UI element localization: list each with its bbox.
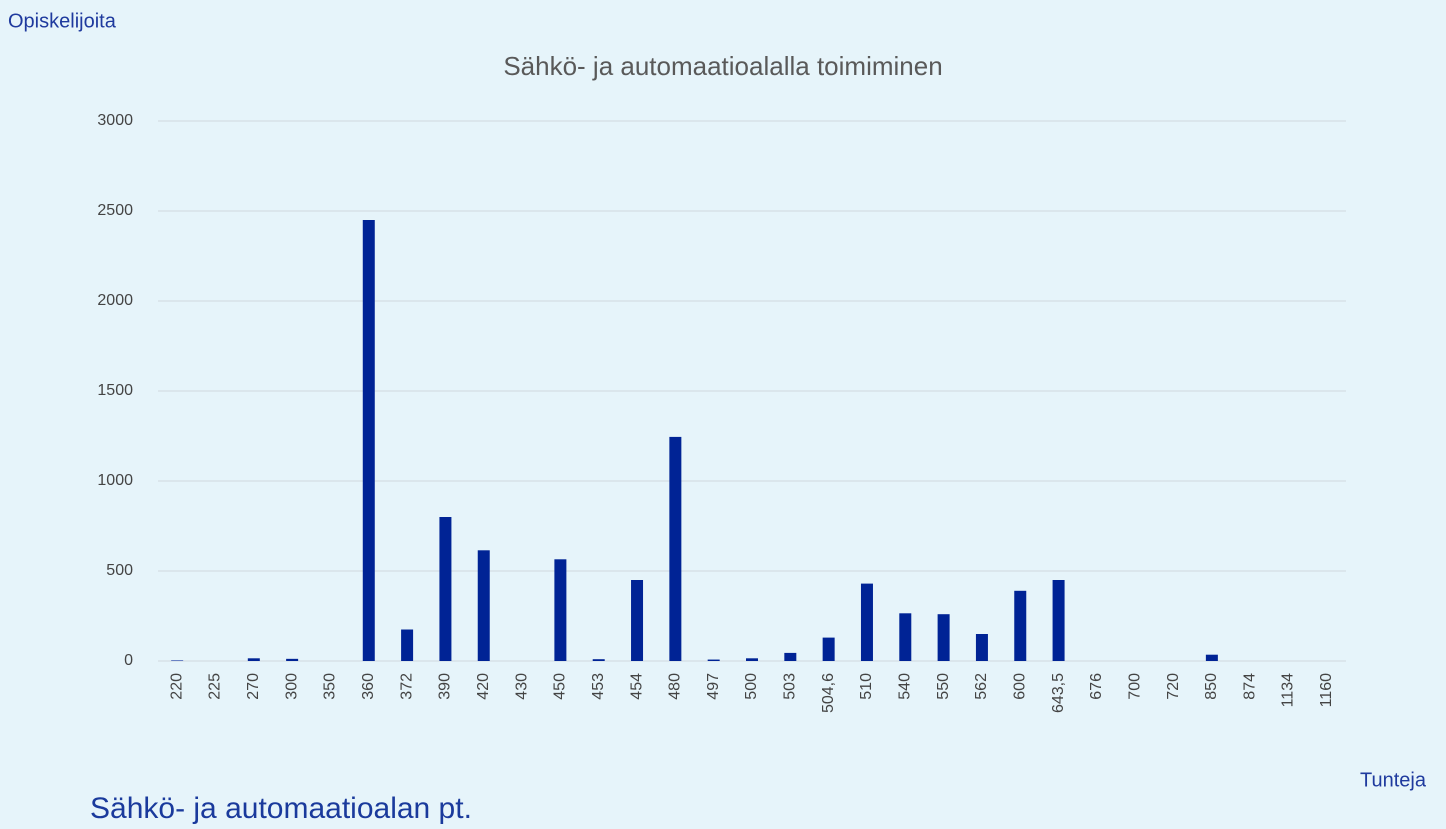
bar [592,659,605,661]
bar [1052,580,1065,661]
x-tick-label: 372 [398,673,415,700]
bar [822,637,835,661]
x-tick-label: 874 [1241,673,1258,700]
bar [554,559,567,661]
bar [401,629,414,661]
y-tick-label: 500 [106,562,133,579]
y-tick-label: 0 [124,652,133,669]
y-tick-label: 2500 [97,202,133,219]
y-tick-label: 1000 [97,472,133,489]
x-tick-label: 503 [782,673,799,700]
bar [707,659,720,661]
bar [784,652,797,661]
bar [171,660,184,661]
x-tick-label: 350 [322,673,339,700]
bar [477,550,490,661]
x-tick-label: 540 [897,673,914,700]
y-axis-label: Opiskelijoita [8,10,117,32]
x-tick-label: 430 [513,673,530,700]
x-tick-label: 1160 [1318,673,1335,708]
x-tick-label: 454 [628,673,645,700]
x-tick-label: 220 [168,673,185,700]
bar [439,517,452,661]
footer: Sähkö- ja automaatioalan pt. [90,792,472,825]
x-axis-label: Tunteja [1360,769,1427,791]
bar [669,436,682,661]
bar [631,580,644,661]
x-tick-label: 562 [973,673,990,700]
bar [746,658,758,661]
bar [860,583,873,661]
x-tick-label: 510 [858,673,875,700]
x-tick-label: 300 [283,673,300,700]
x-tick-label: 550 [935,673,952,700]
x-tick-label: 225 [207,673,224,700]
x-tick-label: 420 [475,673,492,700]
x-tick-label: 497 [705,673,722,700]
bar [899,613,912,661]
x-tick-label: 504,6 [820,673,837,713]
bar [286,658,299,661]
x-tick-label: 676 [1088,673,1105,700]
x-tick-label: 720 [1165,673,1182,700]
y-tick-label: 2000 [97,292,133,309]
chart-title: Sähkö- ja automaatioalalla toimiminen [503,51,942,81]
x-tick-label: 270 [245,673,262,700]
x-tick-label: 1134 [1280,673,1297,708]
bar [975,634,988,661]
x-tick-label: 500 [743,673,760,700]
x-tick-label: 700 [1126,673,1143,700]
x-tick-label: 643,5 [1050,673,1067,713]
y-tick-label: 1500 [97,382,133,399]
bar [362,220,375,661]
x-tick-label: 453 [590,673,607,700]
x-tick-label: 480 [667,673,684,700]
bar [247,658,260,661]
x-tick-label: 850 [1203,673,1220,700]
x-tick-label: 600 [1011,673,1028,700]
x-tick-label: 360 [360,673,377,700]
bar [1014,590,1027,661]
x-tick-label: 390 [437,673,454,700]
bar [1205,654,1218,661]
bar [937,614,950,661]
y-tick-label: 3000 [97,112,133,129]
x-tick-label: 450 [552,673,569,700]
